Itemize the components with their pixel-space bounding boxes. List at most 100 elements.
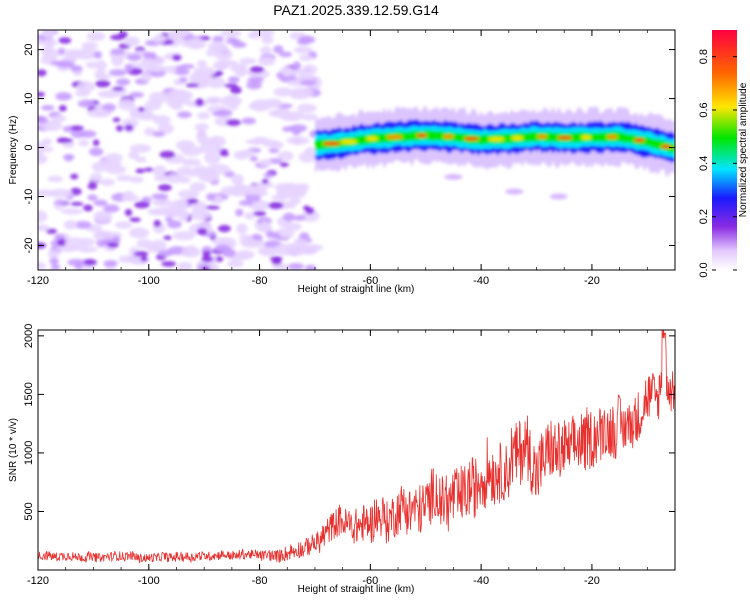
noise-blob [104, 153, 123, 163]
noise-blob [49, 257, 59, 265]
noise-blob [236, 223, 248, 235]
noise-blob [167, 246, 186, 256]
noise-blob [87, 182, 98, 190]
noise-blob [47, 249, 60, 259]
noise-blob [93, 50, 103, 59]
spectrogram-x-label: Height of straight line (km) [298, 284, 415, 295]
noise-blob [185, 83, 200, 88]
noise-blob [93, 230, 115, 241]
noise-blob [204, 152, 221, 164]
noise-blob [95, 79, 111, 88]
secondary-blob [444, 173, 463, 180]
noise-blob [291, 127, 301, 136]
noise-blob [299, 244, 319, 255]
noise-blob [150, 239, 167, 252]
noise-blob [38, 210, 48, 223]
noise-blob [178, 76, 188, 83]
noise-blob [85, 61, 100, 69]
noise-blob [112, 117, 121, 123]
noise-blob [124, 208, 133, 217]
noise-blob [82, 204, 93, 212]
noise-blob [58, 105, 67, 112]
noise-blob [251, 136, 270, 144]
noise-blob [116, 174, 133, 182]
noise-blob [283, 111, 305, 120]
spectrogram-x-tick-label: -60 [362, 275, 378, 287]
noise-blob [282, 184, 300, 194]
noise-blob [241, 117, 257, 125]
noise-blob [297, 103, 317, 113]
noise-blob [230, 174, 244, 185]
colorbar-tick-label: 0.6 [698, 102, 710, 117]
spectrogram-frame [37, 29, 676, 271]
noise-blob [260, 46, 272, 56]
noise-blob [152, 165, 167, 177]
noise-blob [152, 131, 165, 137]
noise-blob [150, 208, 165, 216]
noise-blob [52, 114, 67, 123]
noise-blob [220, 30, 242, 38]
noise-blob [124, 124, 134, 132]
noise-blob [152, 34, 167, 43]
noise-blob [212, 110, 227, 117]
spectrogram-y-tick-label: 10 [23, 92, 35, 104]
snr-x-tick-label: -40 [473, 575, 489, 587]
spectrogram-y-tick-label: -10 [23, 189, 35, 205]
noise-blob [151, 198, 173, 207]
noise-blob [299, 80, 317, 86]
noise-blob [172, 231, 196, 241]
noise-blob [174, 199, 189, 206]
noise-blob [177, 261, 193, 270]
noise-blob [164, 216, 173, 223]
noise-blob [70, 201, 84, 206]
noise-blob [86, 31, 106, 42]
noise-blob [114, 221, 133, 229]
noise-blob [214, 244, 231, 253]
noise-blob [129, 91, 145, 98]
noise-blob [186, 198, 199, 204]
noise-blob [247, 31, 263, 40]
noise-blob [46, 228, 58, 234]
noise-blob [70, 65, 83, 72]
noise-blob [248, 102, 265, 111]
noise-blob [283, 212, 296, 222]
noise-blob [223, 83, 238, 88]
noise-blob [124, 64, 134, 72]
noise-blob [204, 96, 223, 105]
noise-blob [165, 65, 177, 74]
spectrogram-y-axis: -20 -10 0 10 20 [23, 43, 675, 253]
snr-series-line [38, 330, 675, 564]
noise-blob [163, 235, 172, 240]
noise-blob [41, 119, 63, 132]
noise-blob [134, 201, 150, 209]
noise-blob [167, 220, 182, 229]
noise-blob [242, 184, 267, 196]
noise-blob [128, 151, 139, 160]
noise-blob [189, 71, 213, 84]
noise-blob [293, 68, 309, 76]
noise-blob [202, 250, 211, 258]
snr-x-tick-label: -20 [584, 575, 600, 587]
noise-blob [179, 176, 191, 184]
noise-blob [38, 91, 45, 97]
noise-blob [88, 147, 104, 157]
noise-blob [257, 56, 276, 66]
noise-blob [103, 204, 120, 213]
noise-blob [70, 173, 79, 180]
noise-blob [69, 187, 82, 196]
noise-blob [201, 255, 214, 263]
noise-blob [82, 258, 97, 266]
noise-blob [74, 89, 91, 98]
noise-blob [177, 209, 190, 222]
noise-blob [277, 151, 294, 161]
noise-blob [140, 255, 148, 262]
noise-blob [157, 123, 175, 135]
noise-blob [96, 60, 107, 72]
noise-blob [154, 174, 170, 182]
noise-blob [202, 266, 211, 270]
noise-blob [61, 138, 73, 143]
secondary-blob [549, 193, 568, 200]
snr-frame [37, 329, 676, 571]
noise-blob [271, 263, 292, 270]
